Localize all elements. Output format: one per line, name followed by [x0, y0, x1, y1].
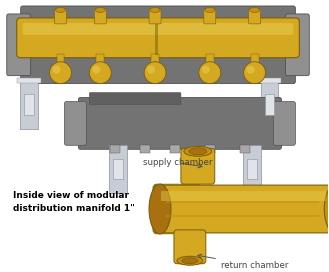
Bar	[240, 145, 250, 153]
FancyBboxPatch shape	[20, 78, 38, 129]
Circle shape	[243, 62, 266, 84]
Bar	[247, 159, 257, 179]
Ellipse shape	[250, 7, 260, 13]
Ellipse shape	[205, 7, 215, 13]
Bar	[170, 145, 180, 153]
Circle shape	[50, 62, 71, 84]
FancyBboxPatch shape	[273, 101, 295, 145]
Ellipse shape	[150, 7, 160, 13]
FancyBboxPatch shape	[109, 145, 127, 193]
Ellipse shape	[95, 7, 105, 13]
Bar	[151, 54, 159, 64]
Ellipse shape	[177, 256, 203, 265]
Ellipse shape	[56, 7, 65, 13]
Bar	[113, 159, 123, 179]
FancyBboxPatch shape	[249, 9, 261, 24]
FancyBboxPatch shape	[21, 6, 295, 84]
FancyBboxPatch shape	[55, 9, 66, 24]
FancyBboxPatch shape	[242, 145, 261, 193]
Bar	[140, 145, 150, 153]
Bar	[24, 94, 34, 115]
Bar	[265, 94, 274, 115]
Bar	[110, 145, 120, 153]
FancyBboxPatch shape	[204, 9, 216, 24]
Ellipse shape	[184, 146, 212, 156]
Bar	[57, 54, 64, 64]
Circle shape	[144, 62, 166, 84]
Circle shape	[92, 66, 100, 74]
FancyBboxPatch shape	[181, 148, 215, 184]
Bar	[206, 54, 214, 64]
Circle shape	[199, 62, 221, 84]
FancyBboxPatch shape	[154, 184, 200, 234]
Ellipse shape	[324, 185, 329, 233]
FancyBboxPatch shape	[7, 14, 31, 76]
Bar	[155, 21, 158, 55]
Bar	[251, 54, 259, 64]
Bar	[17, 78, 40, 83]
Ellipse shape	[189, 148, 207, 155]
Circle shape	[53, 66, 61, 74]
Circle shape	[202, 66, 210, 74]
Text: return chamber: return chamber	[198, 254, 288, 270]
Circle shape	[247, 66, 255, 74]
FancyBboxPatch shape	[166, 201, 319, 203]
FancyBboxPatch shape	[161, 191, 326, 201]
Bar	[96, 54, 104, 64]
Circle shape	[89, 62, 111, 84]
FancyBboxPatch shape	[286, 14, 309, 76]
Bar	[205, 145, 215, 153]
FancyBboxPatch shape	[94, 9, 106, 24]
FancyBboxPatch shape	[166, 215, 319, 217]
FancyBboxPatch shape	[153, 185, 329, 233]
FancyBboxPatch shape	[23, 23, 293, 35]
Bar	[258, 78, 281, 83]
FancyBboxPatch shape	[64, 101, 87, 145]
Circle shape	[147, 66, 155, 74]
FancyBboxPatch shape	[89, 92, 181, 104]
Ellipse shape	[182, 258, 198, 264]
FancyBboxPatch shape	[174, 230, 206, 264]
FancyBboxPatch shape	[17, 18, 299, 58]
FancyBboxPatch shape	[78, 98, 281, 149]
Text: supply chamber: supply chamber	[143, 158, 213, 168]
Ellipse shape	[149, 184, 171, 234]
FancyBboxPatch shape	[149, 9, 161, 24]
Text: Inside view of modular
distribution manifold 1": Inside view of modular distribution mani…	[13, 191, 135, 213]
FancyBboxPatch shape	[261, 78, 278, 129]
